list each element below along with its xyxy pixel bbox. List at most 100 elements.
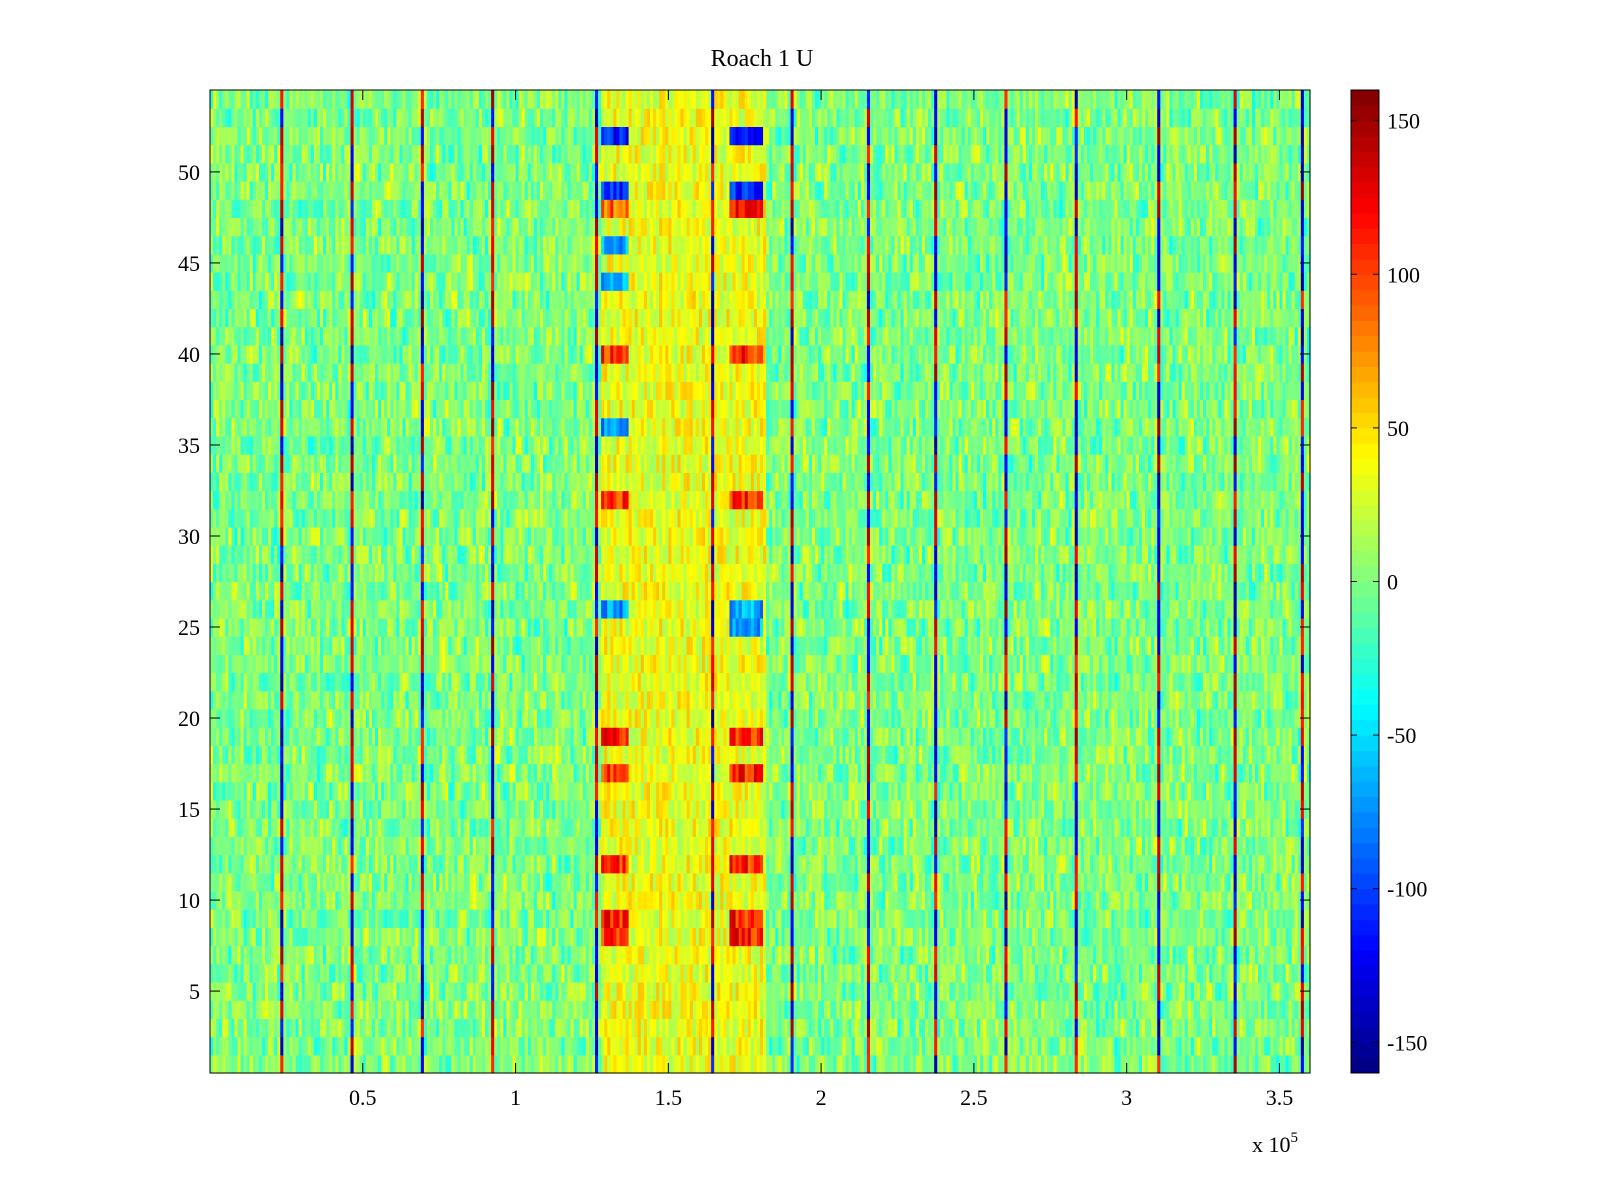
heatmap-cell [472,981,477,1001]
heatmap-cell [1001,1054,1006,1074]
heatmap-cell [1294,927,1299,947]
heatmap-cell [1077,1018,1082,1038]
heatmap-cell [561,1000,566,1019]
heatmap-cell [677,1036,682,1056]
heatmap-cell [573,927,578,947]
heatmap-cell [863,1036,868,1056]
heatmap-cell [628,945,633,965]
heatmap-cell [1251,945,1256,965]
heatmap-cell [729,1018,734,1038]
heatmap-cell [426,1018,431,1038]
heatmap-cell [1288,927,1293,947]
heatmap-cell [1035,1000,1039,1019]
heatmap-cell [1138,981,1143,1001]
heatmap-cell [591,1000,596,1019]
heatmap-cell [1151,1018,1155,1038]
heatmap-cell [567,1036,572,1056]
heatmap-cell [1273,927,1277,947]
heatmap-cell [255,981,260,1001]
heatmap-cell [570,1000,575,1019]
heatmap-cell [839,927,844,947]
heatmap-cell [332,1000,336,1019]
heatmap-cell [921,1018,926,1038]
heatmap-cell [1236,927,1241,947]
heatmap-cell [1038,981,1042,1001]
heatmap-cell [546,1054,550,1074]
heatmap-cell [827,1054,831,1074]
heatmap-cell [445,1036,449,1056]
heatmap-cell [268,927,272,947]
heatmap-cell [976,1000,981,1019]
heatmap-cell [1187,963,1192,983]
heatmap-cell [1270,963,1274,983]
heatmap-cell [442,1000,446,1019]
heatmap-cell [307,1000,312,1019]
heatmap-cell [802,927,807,947]
heatmap-cell [1151,963,1155,983]
heatmap-cell [619,1000,624,1019]
heatmap-cell [598,945,602,965]
heatmap-cell [842,927,847,947]
heatmap-cell [445,981,449,1001]
heatmap-cell [622,1054,627,1074]
heatmap-cell [845,1000,850,1019]
heatmap-cell [536,1054,541,1074]
heatmap-cell [292,1000,297,1019]
heatmap-cell [478,963,483,983]
heatmap-cell [1306,963,1311,983]
heatmap-cell [1297,963,1302,983]
heatmap-cell [799,963,804,983]
heatmap-cell [518,927,523,947]
heatmap-cell [595,1054,599,1074]
heatmap-cell [1010,1036,1015,1056]
heatmap-cell [1212,1036,1216,1056]
heatmap-cell [588,1036,593,1056]
heatmap-cell [579,1018,584,1038]
heatmap-cell [375,1000,379,1019]
heatmap-cell [536,1018,541,1038]
heatmap-cell [961,1054,966,1074]
heatmap-cell [1102,981,1106,1001]
heatmap-cell [576,945,581,965]
heatmap-cell [500,1054,504,1074]
heatmap-cell [1126,1018,1131,1038]
heatmap-cell [650,1036,654,1056]
heatmap-cell [934,1018,938,1038]
heatmap-cell [280,1036,284,1056]
heatmap-cell [885,945,889,965]
heatmap-cell [246,1054,251,1074]
heatmap-cell [536,981,541,1001]
heatmap-cell [1261,963,1265,983]
heatmap-cell [879,1036,883,1056]
heatmap-cell [1025,927,1030,947]
heatmap-cell [1083,927,1088,947]
heatmap-cell [787,981,792,1001]
heatmap-cell [964,1036,969,1056]
heatmap-cell [827,1000,831,1019]
heatmap-cell [555,927,559,947]
heatmap-cell [906,981,911,1001]
heatmap-cell [653,1036,657,1056]
heatmap-cell [280,1018,284,1038]
heatmap-cell [295,1054,300,1074]
heatmap-cell [870,1036,874,1056]
heatmap-cell [646,1036,651,1056]
heatmap-cell [546,945,550,965]
heatmap-cell [579,1000,584,1019]
heatmap-cell [268,1036,272,1056]
heatmap-cell [686,981,691,1001]
heatmap-cell [359,981,364,1001]
heatmap-cell [643,945,648,965]
heatmap-cell [1209,1000,1213,1019]
heatmap-cell [543,981,547,1001]
heatmap-cell [362,963,367,983]
heatmap-cell [1267,981,1271,1001]
heatmap-cell [906,1036,911,1056]
heatmap-cell [228,1018,232,1038]
heatmap-cell [261,909,266,928]
heatmap-cell [237,1036,242,1056]
heatmap-cell [662,927,666,947]
heatmap-cell [488,945,492,965]
heatmap-cell [1248,1000,1253,1019]
heatmap-cell [442,1036,446,1056]
